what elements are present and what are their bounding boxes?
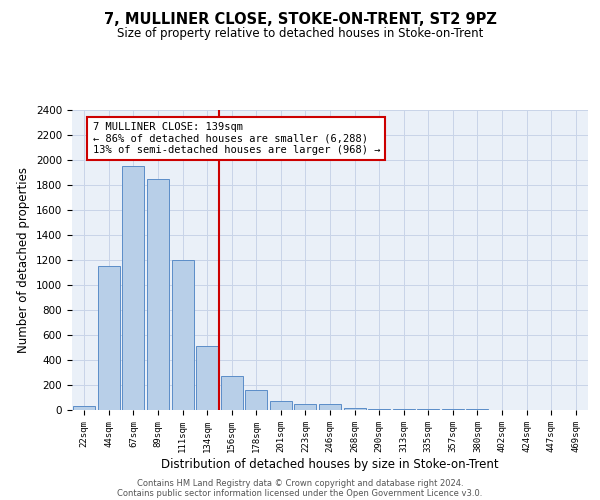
Bar [319,404,341,410]
Bar [270,400,292,410]
Bar [368,409,390,410]
Bar [73,406,95,410]
Text: Size of property relative to detached houses in Stoke-on-Trent: Size of property relative to detached ho… [117,28,483,40]
Y-axis label: Number of detached properties: Number of detached properties [17,167,31,353]
Bar [147,179,169,410]
X-axis label: Distribution of detached houses by size in Stoke-on-Trent: Distribution of detached houses by size … [161,458,499,470]
Bar [196,346,218,410]
Bar [245,390,268,410]
Text: Contains HM Land Registry data © Crown copyright and database right 2024.: Contains HM Land Registry data © Crown c… [137,478,463,488]
Text: Contains public sector information licensed under the Open Government Licence v3: Contains public sector information licen… [118,488,482,498]
Bar [295,404,316,410]
Bar [122,166,145,410]
Text: 7 MULLINER CLOSE: 139sqm
← 86% of detached houses are smaller (6,288)
13% of sem: 7 MULLINER CLOSE: 139sqm ← 86% of detach… [92,122,380,155]
Bar [344,408,365,410]
Bar [98,266,120,410]
Bar [392,409,415,410]
Bar [221,376,243,410]
Text: 7, MULLINER CLOSE, STOKE-ON-TRENT, ST2 9PZ: 7, MULLINER CLOSE, STOKE-ON-TRENT, ST2 9… [104,12,496,28]
Bar [172,260,194,410]
